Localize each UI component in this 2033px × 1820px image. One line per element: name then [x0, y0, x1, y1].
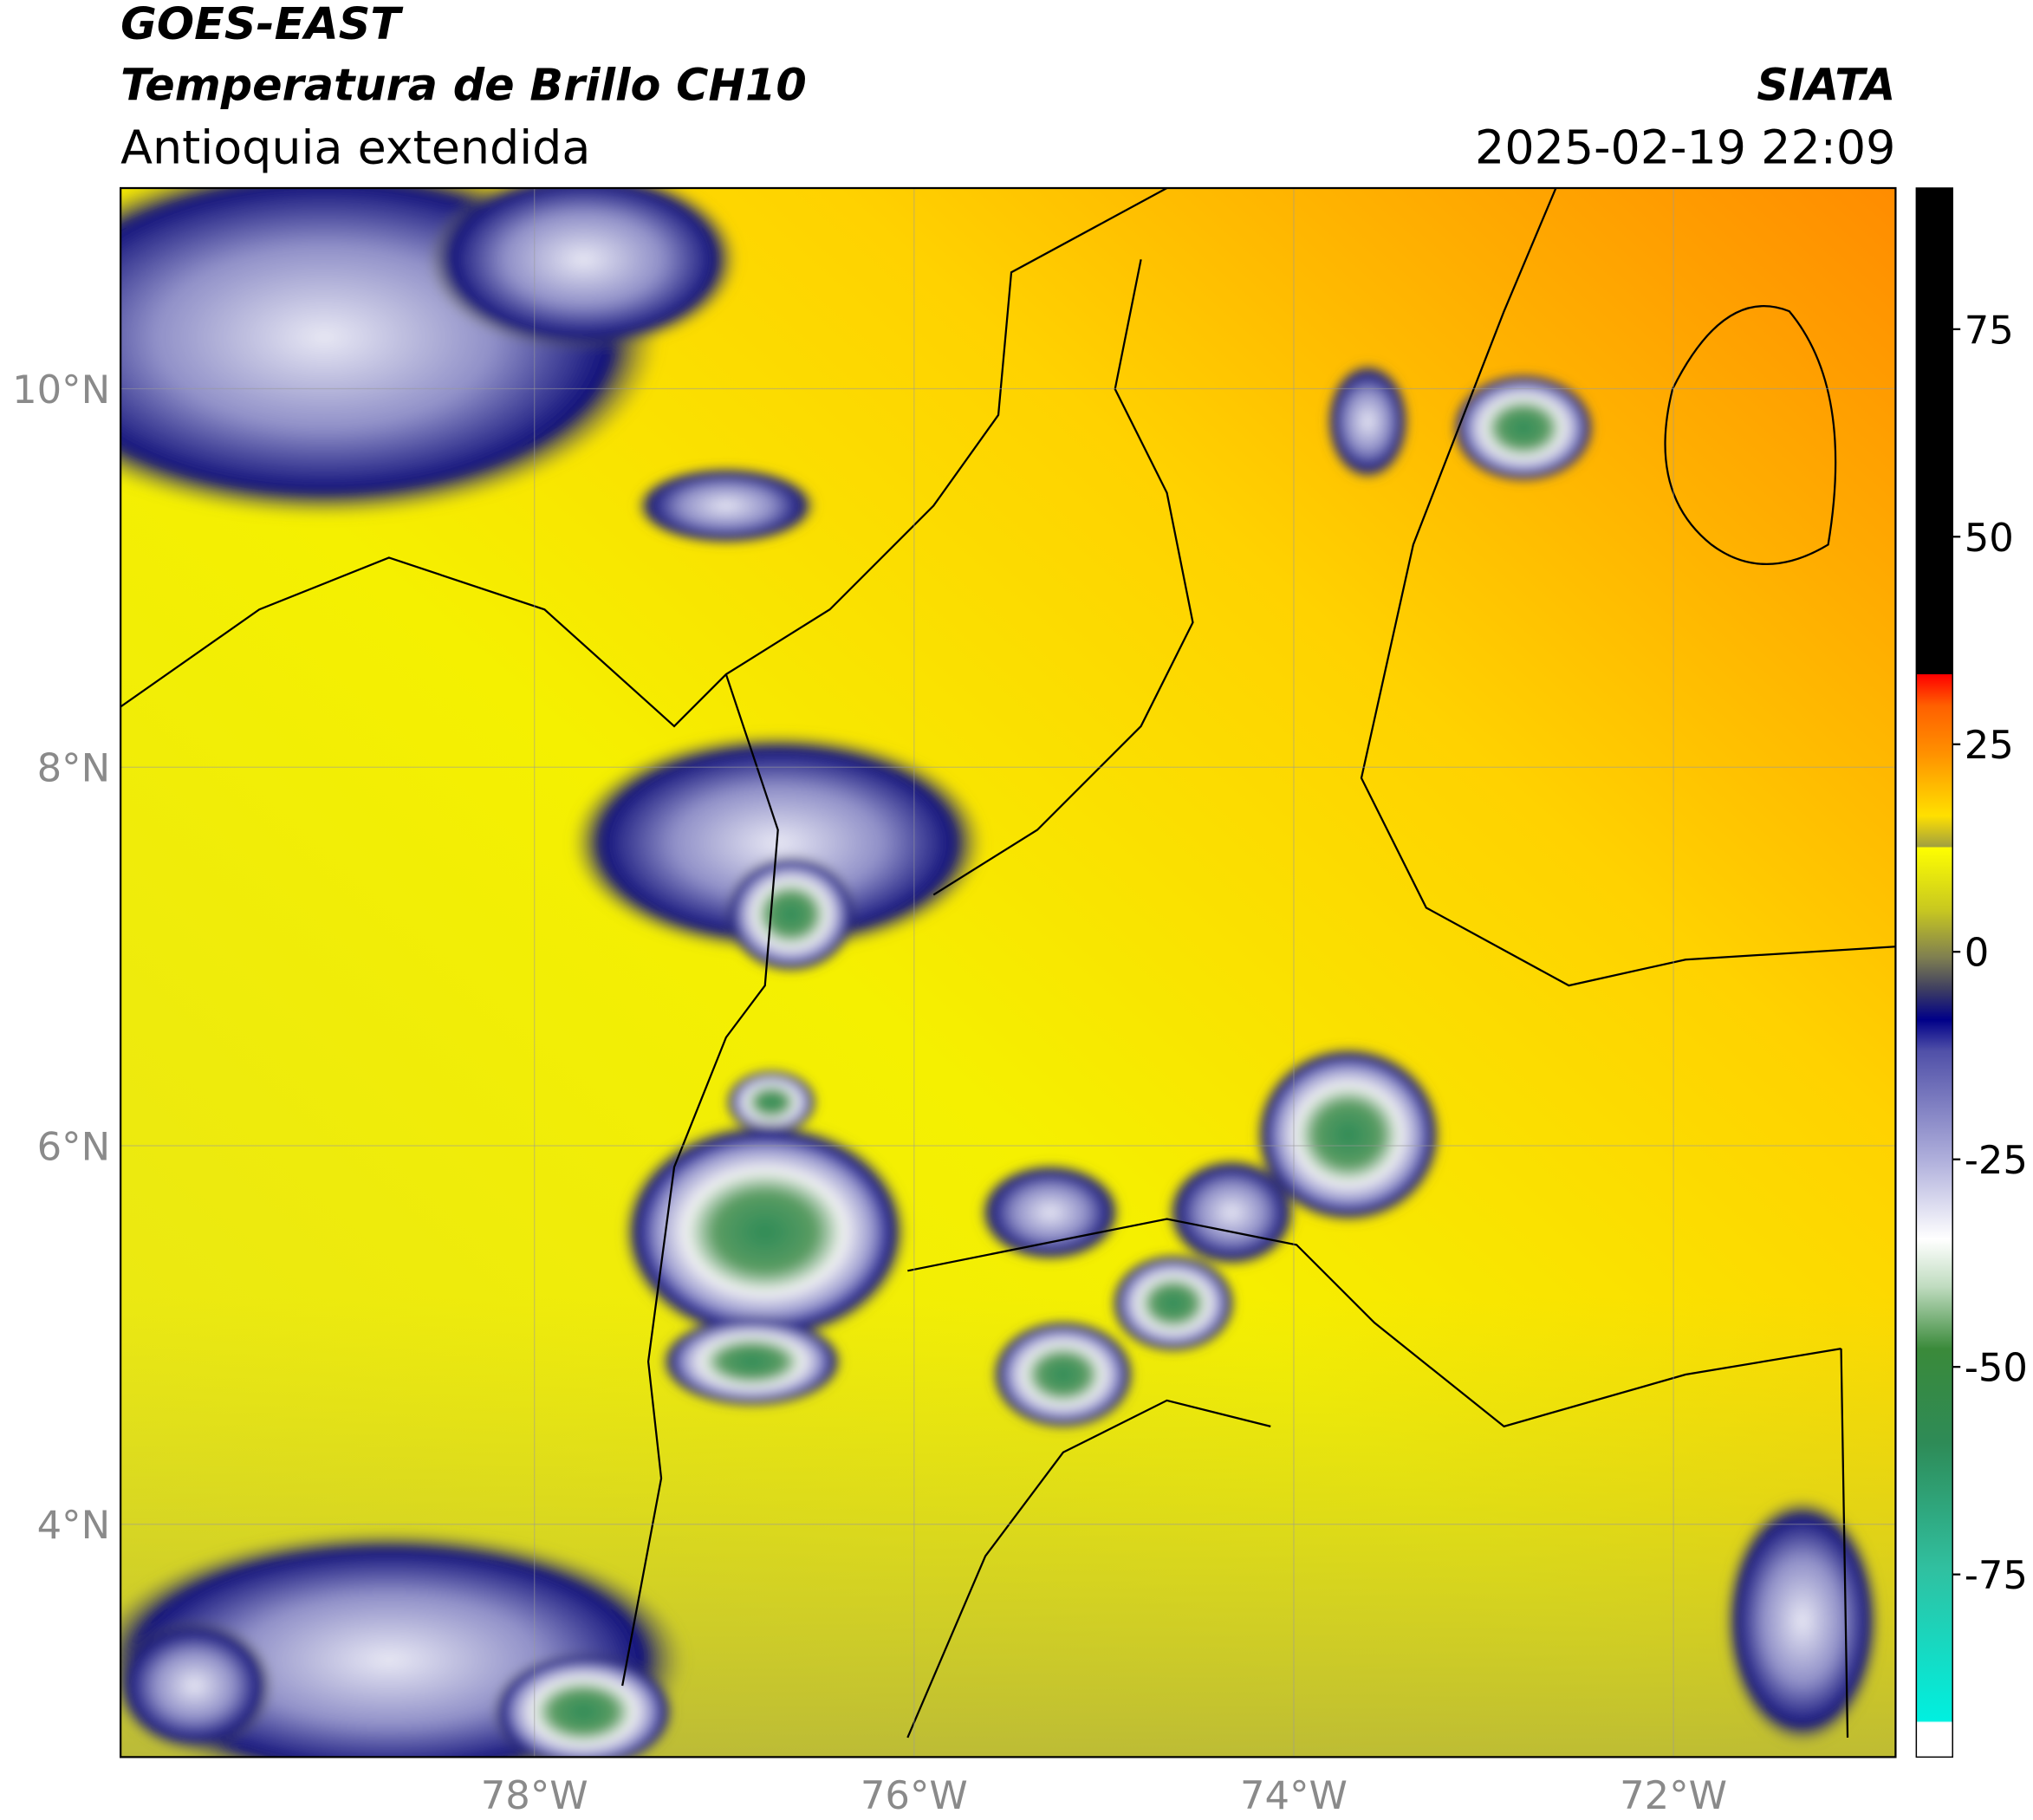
colorbar-label: 50	[1965, 515, 2014, 561]
x-tick-label: 78°W	[481, 1772, 588, 1818]
colorbar-label: 75	[1965, 307, 2014, 353]
region: Antioquia extendida	[120, 120, 590, 175]
x-tick-label: 72°W	[1620, 1772, 1727, 1818]
subtitle: Temperatura de Brillo CH10	[120, 59, 807, 110]
source: SIATA	[1757, 59, 1895, 110]
datetime: 2025-02-19 22:09	[1475, 120, 1895, 175]
colorbar-label: 25	[1965, 722, 2014, 768]
title: GOES-EAST	[120, 0, 404, 49]
y-tick-label: 10°N	[12, 367, 110, 413]
colorbar-label: -50	[1965, 1345, 2028, 1391]
x-tick-label: 76°W	[861, 1772, 968, 1818]
x-tick-label: 74°W	[1240, 1772, 1348, 1818]
map-frame	[120, 186, 1897, 1758]
y-tick-label: 4°N	[37, 1502, 111, 1548]
colorbar-label: -25	[1965, 1137, 2028, 1183]
y-tick-label: 8°N	[37, 745, 111, 791]
colorbar	[1915, 187, 1953, 1758]
map-image	[120, 188, 1896, 1758]
colorbar-label: 0	[1965, 930, 1990, 976]
colorbar-label: -75	[1965, 1552, 2028, 1598]
y-tick-label: 6°N	[37, 1123, 111, 1169]
